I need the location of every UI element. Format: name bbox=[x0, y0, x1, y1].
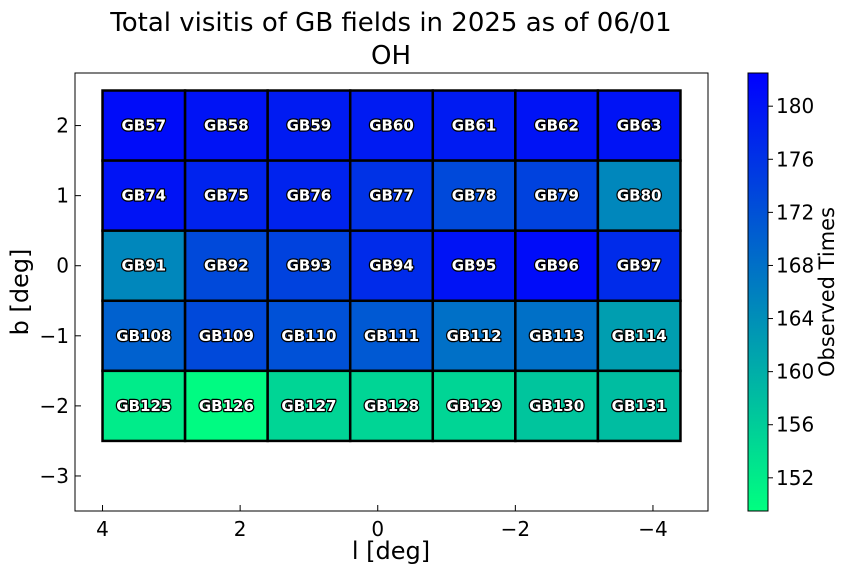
heatmap-cell-gb96 bbox=[514, 229, 600, 303]
cell-label-gb61: GB61 bbox=[452, 117, 497, 135]
heatmap-cell-gb74 bbox=[101, 159, 187, 232]
plot-frame bbox=[74, 72, 709, 512]
x-axis-label: l [deg] bbox=[352, 537, 430, 565]
cell-label-gb76: GB76 bbox=[287, 187, 332, 205]
y-axis-ticks: 2 1 0 −1 −2 −3 bbox=[40, 114, 81, 488]
colorbar-tick-label: 164 bbox=[776, 307, 814, 331]
heatmap-cell-gb108 bbox=[101, 299, 187, 373]
colorbar bbox=[747, 72, 769, 512]
colorbar-tick-label: 156 bbox=[776, 413, 814, 437]
colorbar-tick-label: 176 bbox=[776, 147, 814, 171]
cell-label-gb111: GB111 bbox=[364, 327, 419, 345]
heatmap-cell-gb97 bbox=[596, 229, 682, 303]
heatmap-cell-gb125 bbox=[101, 369, 187, 443]
cell-label-gb128: GB128 bbox=[364, 397, 419, 415]
cell-label-gb62: GB62 bbox=[534, 117, 579, 135]
cell-label-gb109: GB109 bbox=[199, 327, 254, 345]
cell-label-gb131: GB131 bbox=[612, 397, 667, 415]
heatmap-cell-gb113 bbox=[514, 299, 600, 373]
chart-title: Total visitis of GB fields in 2025 as of… bbox=[109, 8, 671, 38]
y-tick-label: −3 bbox=[40, 464, 69, 488]
heatmap-cell-gb127 bbox=[266, 369, 352, 443]
cell-label-gb91: GB91 bbox=[121, 257, 166, 275]
cell-label-gb97: GB97 bbox=[617, 257, 662, 275]
x-tick-label: 0 bbox=[371, 517, 384, 541]
chart-subtitle: OH bbox=[371, 41, 411, 71]
y-axis-label: b [deg] bbox=[6, 249, 34, 336]
heatmap-cell-gb109 bbox=[183, 299, 269, 373]
heatmap-cell-gb92 bbox=[183, 229, 269, 303]
colorbar-ticks: 152 156 160 164 168 172 176 180 bbox=[768, 94, 814, 490]
cell-label-gb79: GB79 bbox=[534, 187, 579, 205]
cell-label-gb74: GB74 bbox=[121, 187, 166, 205]
heatmap-cells bbox=[101, 89, 682, 443]
cell-label-gb95: GB95 bbox=[452, 257, 497, 275]
colorbar-tick-label: 152 bbox=[776, 466, 814, 490]
colorbar-tick-label: 160 bbox=[776, 360, 814, 384]
cell-label-gb112: GB112 bbox=[447, 327, 502, 345]
heatmap-cell-gb130 bbox=[514, 369, 600, 443]
cell-label-gb78: GB78 bbox=[452, 187, 497, 205]
x-tick-label: −2 bbox=[501, 517, 530, 541]
heatmap-cell-gb62 bbox=[514, 89, 600, 162]
heatmap-cell-gb78 bbox=[431, 159, 517, 232]
cell-label-gb108: GB108 bbox=[116, 327, 171, 345]
cell-label-gb113: GB113 bbox=[529, 327, 584, 345]
cell-label-gb63: GB63 bbox=[617, 117, 662, 135]
cell-label-gb80: GB80 bbox=[617, 187, 662, 205]
heatmap-cell-gb57 bbox=[101, 89, 187, 162]
cell-label-gb125: GB125 bbox=[116, 397, 171, 415]
colorbar-label: Observed Times bbox=[815, 207, 839, 377]
colorbar-tick-label: 172 bbox=[776, 200, 814, 224]
y-tick-label: 0 bbox=[56, 254, 69, 278]
x-tick-label: 2 bbox=[234, 517, 247, 541]
cell-label-gb57: GB57 bbox=[121, 117, 166, 135]
heatmap-cell-gb93 bbox=[266, 229, 352, 303]
colorbar-tick-label: 180 bbox=[776, 94, 814, 118]
heatmap-cell-gb76 bbox=[266, 159, 352, 232]
cell-label-gb58: GB58 bbox=[204, 117, 249, 135]
cell-label-gb114: GB114 bbox=[612, 327, 667, 345]
cell-label-gb77: GB77 bbox=[369, 187, 414, 205]
cell-label-gb110: GB110 bbox=[281, 327, 336, 345]
y-tick-label: 1 bbox=[56, 184, 69, 208]
cell-label-gb94: GB94 bbox=[369, 257, 414, 275]
cell-label-gb60: GB60 bbox=[369, 117, 414, 135]
heatmap-cell-gb80 bbox=[596, 159, 682, 232]
x-axis-ticks: 4 2 0 −2 −4 bbox=[96, 505, 668, 541]
x-tick-label: 4 bbox=[96, 517, 109, 541]
cell-label-gb59: GB59 bbox=[287, 117, 332, 135]
cell-label-gb126: GB126 bbox=[199, 397, 254, 415]
y-tick-label: −2 bbox=[40, 394, 69, 418]
cell-label-gb96: GB96 bbox=[534, 257, 579, 275]
y-tick-label: −1 bbox=[40, 324, 69, 348]
cell-label-gb92: GB92 bbox=[204, 257, 249, 275]
y-tick-label: 2 bbox=[56, 114, 69, 138]
x-tick-label: −4 bbox=[638, 517, 667, 541]
cell-label-gb75: GB75 bbox=[204, 187, 249, 205]
heatmap-cell-gb58 bbox=[183, 89, 269, 162]
cell-label-gb93: GB93 bbox=[287, 257, 332, 275]
heatmap-cell-labels: GB57 GB58 GB59 GB60 GB61 GB62 GB63 GB74 GB75 GB76… bbox=[115, 115, 668, 416]
cell-label-gb129: GB129 bbox=[447, 397, 502, 415]
heatmap-cell-gb95 bbox=[431, 229, 517, 303]
heatmap-cell-gb131 bbox=[596, 369, 682, 443]
cell-label-gb130: GB130 bbox=[529, 397, 584, 415]
cell-label-gb127: GB127 bbox=[281, 397, 336, 415]
colorbar-tick-label: 168 bbox=[776, 253, 814, 277]
